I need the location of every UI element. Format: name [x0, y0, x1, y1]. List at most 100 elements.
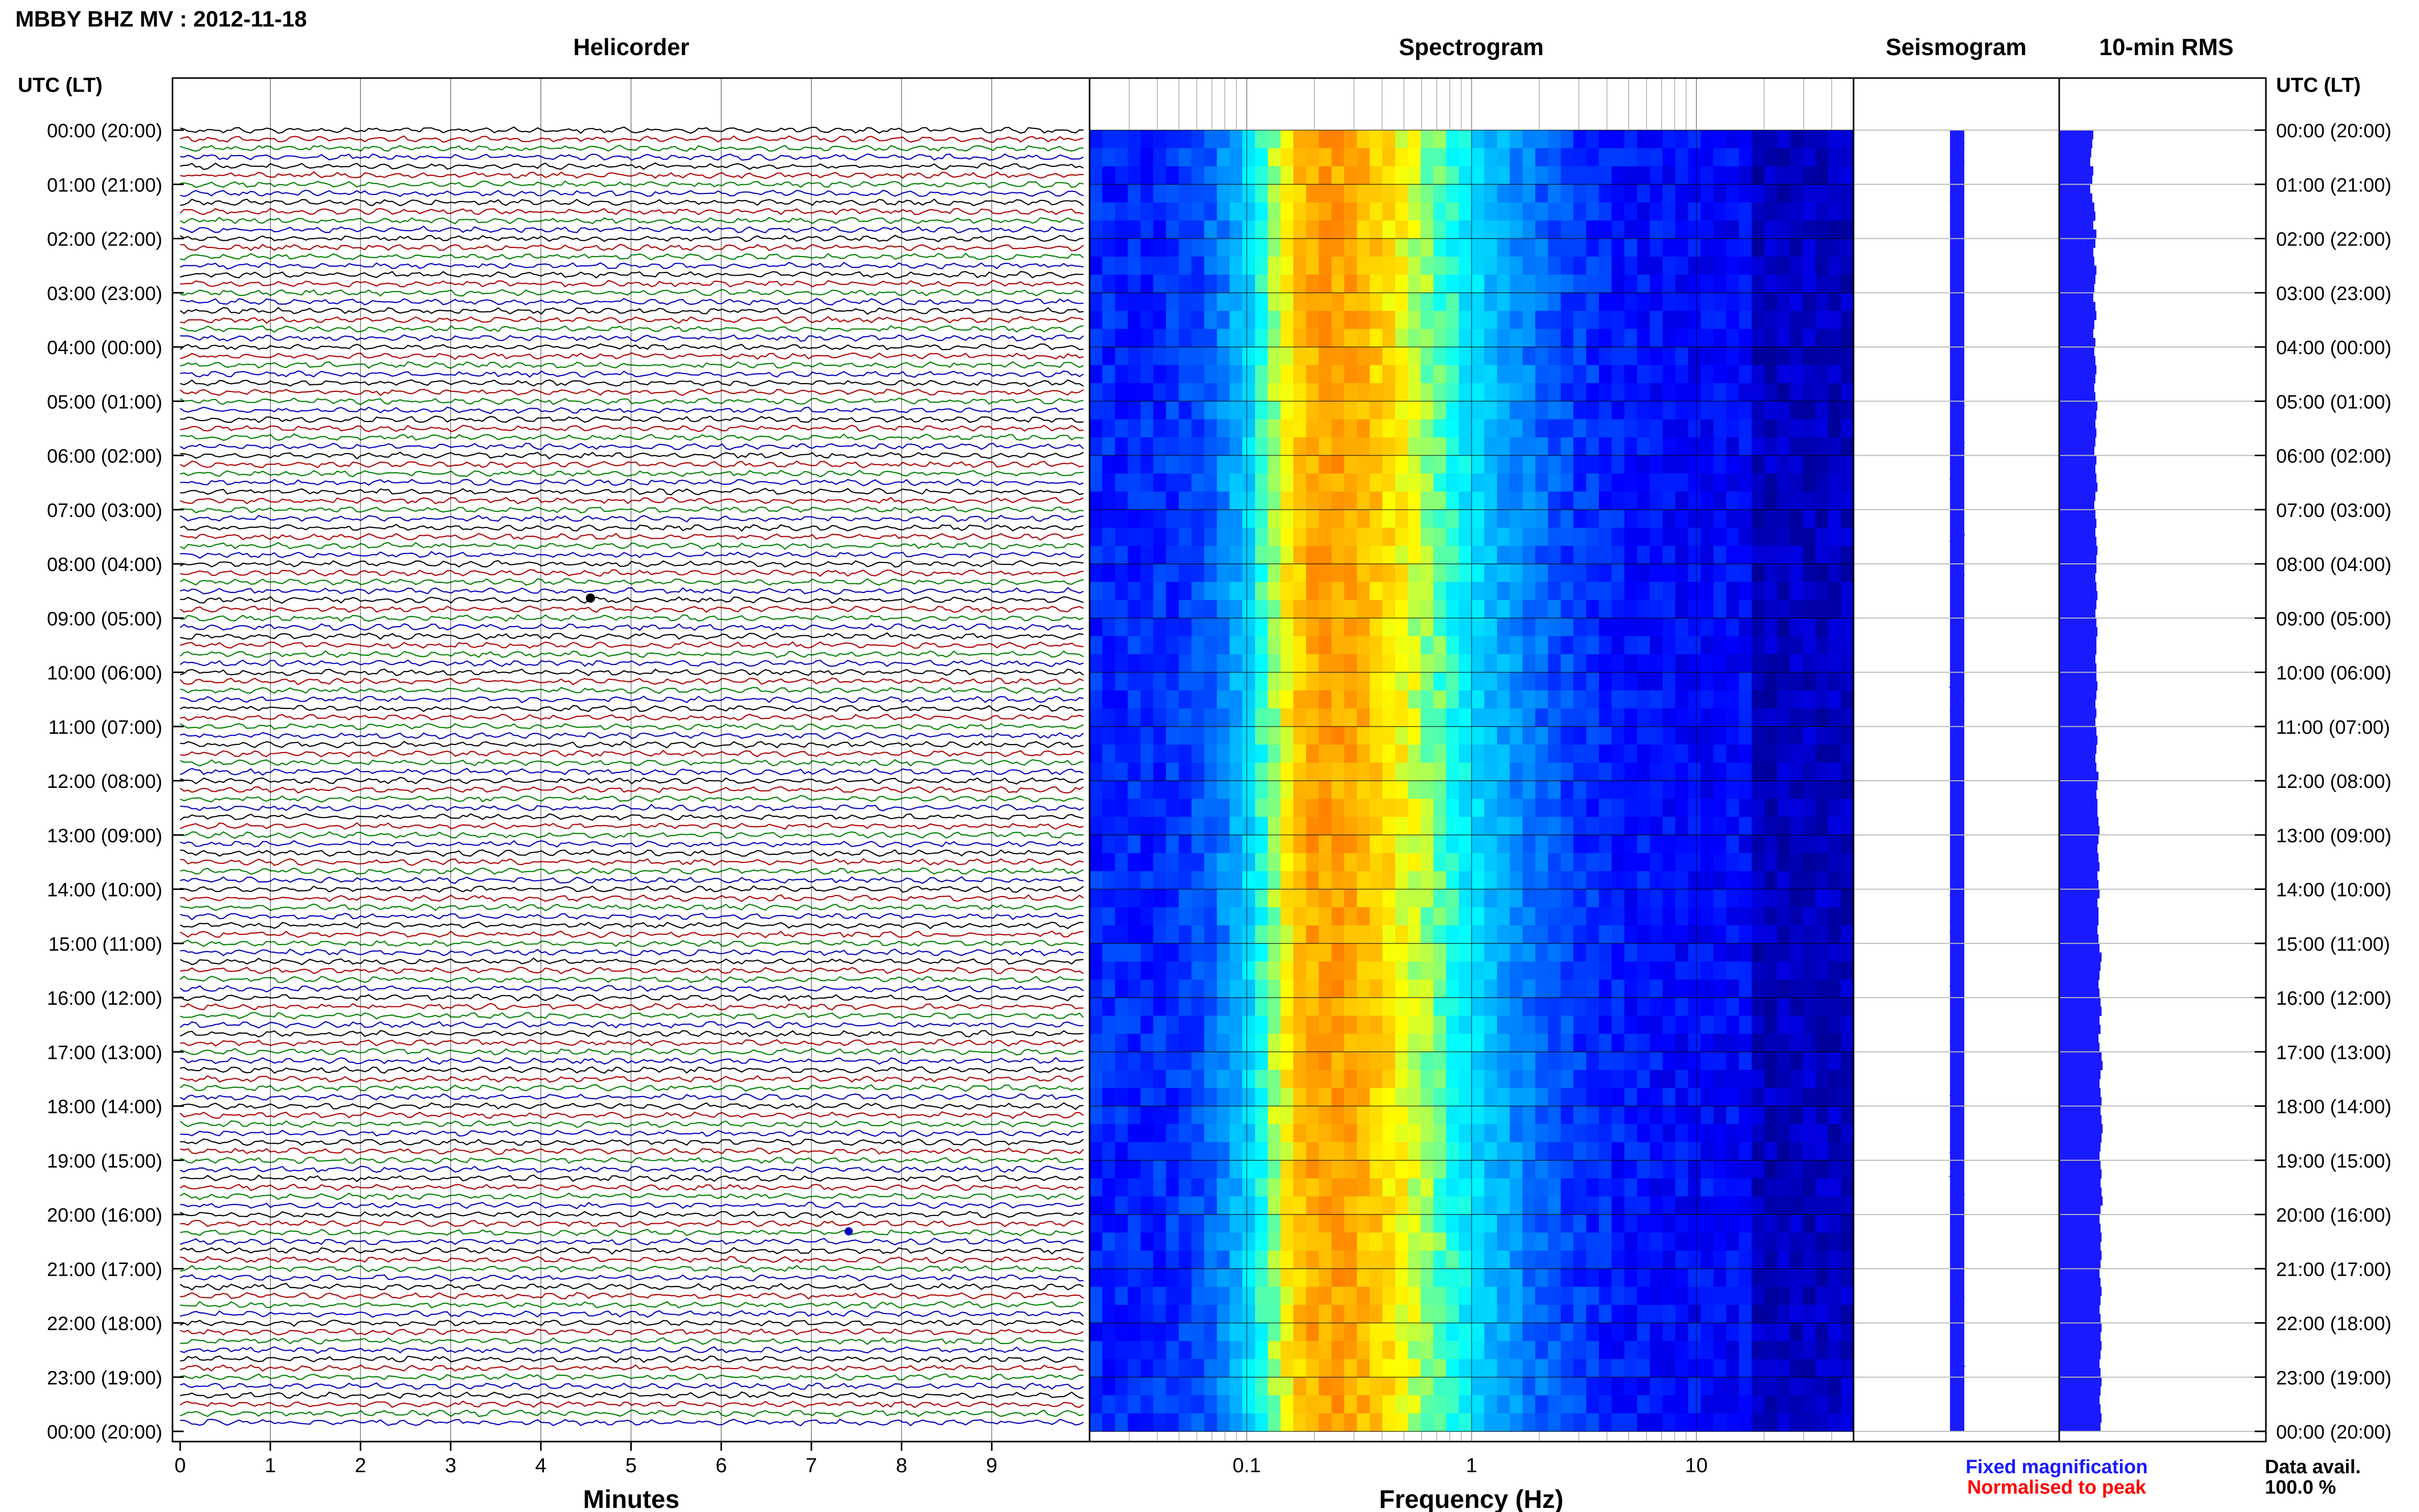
spectrogram-cell [1115, 184, 1128, 203]
spectrogram-cell [1369, 618, 1383, 637]
spectrogram-cell [1280, 256, 1294, 275]
helicorder-traces [180, 126, 1084, 1427]
spectrogram-cell [1790, 799, 1803, 817]
spectrogram-cell [1280, 202, 1294, 221]
spectrogram-cell [1420, 437, 1434, 456]
spectrogram-cell [1319, 347, 1332, 365]
spectrogram-cell [1344, 853, 1357, 872]
spectrogram-cell [1841, 238, 1854, 257]
frequency-tick-label: 1 [1466, 1454, 1477, 1477]
spectrogram-cell [1471, 1052, 1485, 1071]
spectrogram-cell [1700, 166, 1714, 185]
spectrogram-cell [1700, 799, 1714, 817]
spectrogram-cell [1420, 184, 1434, 203]
spectrogram-cell [1382, 292, 1396, 311]
spectrogram-cell [1102, 220, 1116, 239]
spectrogram-cell [1739, 618, 1752, 637]
spectrogram-cell [1764, 148, 1778, 167]
spectrogram-cell [1815, 455, 1829, 474]
spectrogram-cell [1815, 491, 1829, 510]
spectrogram-cell [1446, 726, 1460, 745]
spectrogram-cell [1395, 437, 1409, 456]
spectrogram-cell [1293, 1214, 1306, 1233]
spectrogram-cell [1548, 961, 1561, 980]
spectrogram-cell [1815, 329, 1829, 348]
spectrogram-cell [1751, 311, 1765, 330]
spectrogram-cell [1611, 672, 1625, 691]
spectrogram-cell [1255, 491, 1268, 510]
spectrogram-cell [1586, 672, 1599, 691]
helicorder-trace [180, 243, 1084, 252]
spectrogram-cell [1662, 365, 1676, 384]
rms-bar [2059, 247, 2093, 257]
spectrogram-cell [1739, 582, 1752, 601]
spectrogram-cell [1611, 781, 1625, 799]
spectrogram-cell [1420, 1359, 1434, 1378]
rms-bar [2059, 1305, 2100, 1315]
spectrogram-cell [1815, 745, 1829, 763]
spectrogram-cell [1191, 528, 1205, 547]
spectrogram-cell [1102, 238, 1116, 257]
spectrogram-cell [1803, 256, 1816, 275]
spectrogram-cell [1319, 1106, 1332, 1125]
spectrogram-cell [1433, 491, 1447, 510]
spectrogram-cell [1356, 1214, 1370, 1233]
spectrogram-cell [1090, 1124, 1103, 1143]
spectrogram-cell [1573, 1269, 1587, 1287]
spectrogram-cell [1815, 1395, 1829, 1414]
spectrogram-cell [1662, 1196, 1676, 1215]
spectrogram-cell [1739, 961, 1752, 980]
spectrogram-cell [1828, 1286, 1841, 1305]
spectrogram-cell [1344, 528, 1357, 547]
spectrogram-cell [1255, 853, 1268, 872]
spectrogram-cell [1637, 690, 1650, 709]
spectrogram-cell [1140, 1286, 1154, 1305]
spectrogram-cell [1319, 491, 1332, 510]
spectrogram-cell [1280, 1052, 1294, 1071]
spectrogram-cell [1229, 292, 1243, 311]
spectrogram-cell [1803, 401, 1816, 420]
spectrogram-cell [1561, 1033, 1574, 1052]
spectrogram-cell [1561, 1413, 1574, 1432]
spectrogram-cell [1255, 1178, 1268, 1197]
spectrogram-cell [1561, 708, 1574, 727]
spectrogram-cell [1153, 184, 1167, 203]
spectrogram-cell [1586, 1377, 1599, 1396]
time-label-left: 00:00 (20:00) [47, 1422, 162, 1443]
spectrogram-cell [1140, 383, 1154, 402]
spectrogram-cell [1828, 799, 1841, 817]
spectrogram-cell [1090, 690, 1103, 709]
spectrogram-cell [1178, 148, 1192, 167]
spectrogram-cell [1433, 256, 1447, 275]
spectrogram-cell [1408, 528, 1421, 547]
spectrogram-cell [1382, 998, 1396, 1016]
spectrogram-cell [1751, 1196, 1765, 1215]
spectrogram-cell [1420, 1269, 1434, 1287]
spectrogram-cell [1395, 1341, 1409, 1359]
spectrogram-cell [1713, 202, 1727, 221]
spectrogram-cell [1178, 690, 1192, 709]
spectrogram-cell [1675, 166, 1689, 185]
spectrogram-cell [1140, 1033, 1154, 1052]
spectrogram-cell [1624, 491, 1638, 510]
spectrogram-cell [1700, 835, 1714, 854]
spectrogram-cell [1611, 907, 1625, 926]
spectrogram-cell [1535, 1323, 1548, 1342]
spectrogram-cell [1726, 437, 1740, 456]
spectrogram-cell [1662, 329, 1676, 348]
spectrogram-cell [1828, 528, 1841, 547]
spectrogram-cell [1828, 166, 1841, 185]
spectrogram-cell [1548, 1015, 1561, 1034]
spectrogram-cell [1408, 1106, 1421, 1125]
spectrogram-cell [1408, 871, 1421, 890]
spectrogram-cell [1841, 745, 1854, 763]
spectrogram-cell [1700, 130, 1714, 148]
spectrogram-cell [1306, 184, 1319, 203]
spectrogram-cell [1204, 762, 1218, 781]
helicorder-trace [180, 831, 1084, 839]
helicorder-trace [180, 985, 1084, 993]
spectrogram-cell [1446, 672, 1460, 691]
spectrogram-cell [1255, 256, 1268, 275]
spectrogram-cell [1408, 672, 1421, 691]
spectrogram-cell [1548, 816, 1561, 835]
